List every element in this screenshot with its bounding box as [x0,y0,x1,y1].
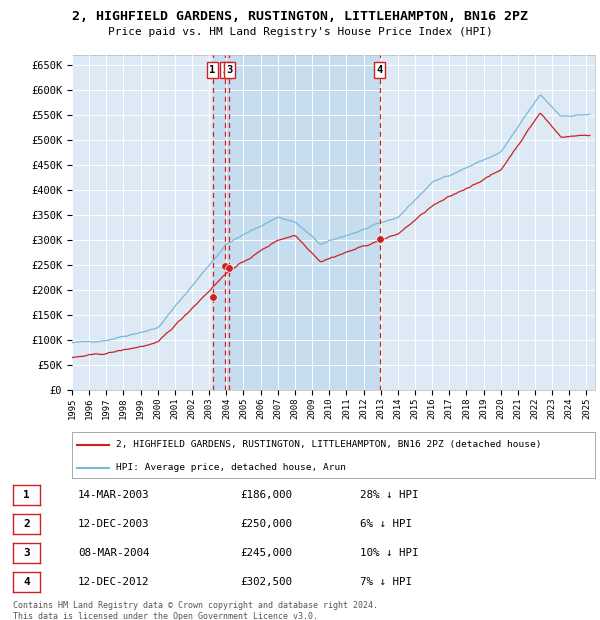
Text: 1: 1 [209,65,216,75]
Text: 2: 2 [222,65,229,75]
Text: £302,500: £302,500 [240,577,292,587]
Text: 2, HIGHFIELD GARDENS, RUSTINGTON, LITTLEHAMPTON, BN16 2PZ (detached house): 2, HIGHFIELD GARDENS, RUSTINGTON, LITTLE… [116,440,542,450]
Text: 28% ↓ HPI: 28% ↓ HPI [360,490,419,500]
Text: 12-DEC-2003: 12-DEC-2003 [78,519,149,529]
Text: 6% ↓ HPI: 6% ↓ HPI [360,519,412,529]
Text: 1: 1 [23,490,30,500]
Bar [212,55,380,390]
Text: 7% ↓ HPI: 7% ↓ HPI [360,577,412,587]
Text: 08-MAR-2004: 08-MAR-2004 [78,548,149,558]
Text: This data is licensed under the Open Government Licence v3.0.: This data is licensed under the Open Gov… [13,612,318,620]
Text: Price paid vs. HM Land Registry's House Price Index (HPI): Price paid vs. HM Land Registry's House … [107,27,493,37]
Text: 2: 2 [23,519,30,529]
Text: 12-DEC-2012: 12-DEC-2012 [78,577,149,587]
Text: £186,000: £186,000 [240,490,292,500]
Text: 2, HIGHFIELD GARDENS, RUSTINGTON, LITTLEHAMPTON, BN16 2PZ: 2, HIGHFIELD GARDENS, RUSTINGTON, LITTLE… [72,10,528,23]
Text: 3: 3 [226,65,233,75]
Text: £250,000: £250,000 [240,519,292,529]
Text: Contains HM Land Registry data © Crown copyright and database right 2024.: Contains HM Land Registry data © Crown c… [13,601,378,610]
Text: £245,000: £245,000 [240,548,292,558]
Text: HPI: Average price, detached house, Arun: HPI: Average price, detached house, Arun [116,463,346,472]
Text: 4: 4 [377,65,383,75]
Text: 3: 3 [23,548,30,558]
Text: 14-MAR-2003: 14-MAR-2003 [78,490,149,500]
Text: 4: 4 [23,577,30,587]
Text: 10% ↓ HPI: 10% ↓ HPI [360,548,419,558]
